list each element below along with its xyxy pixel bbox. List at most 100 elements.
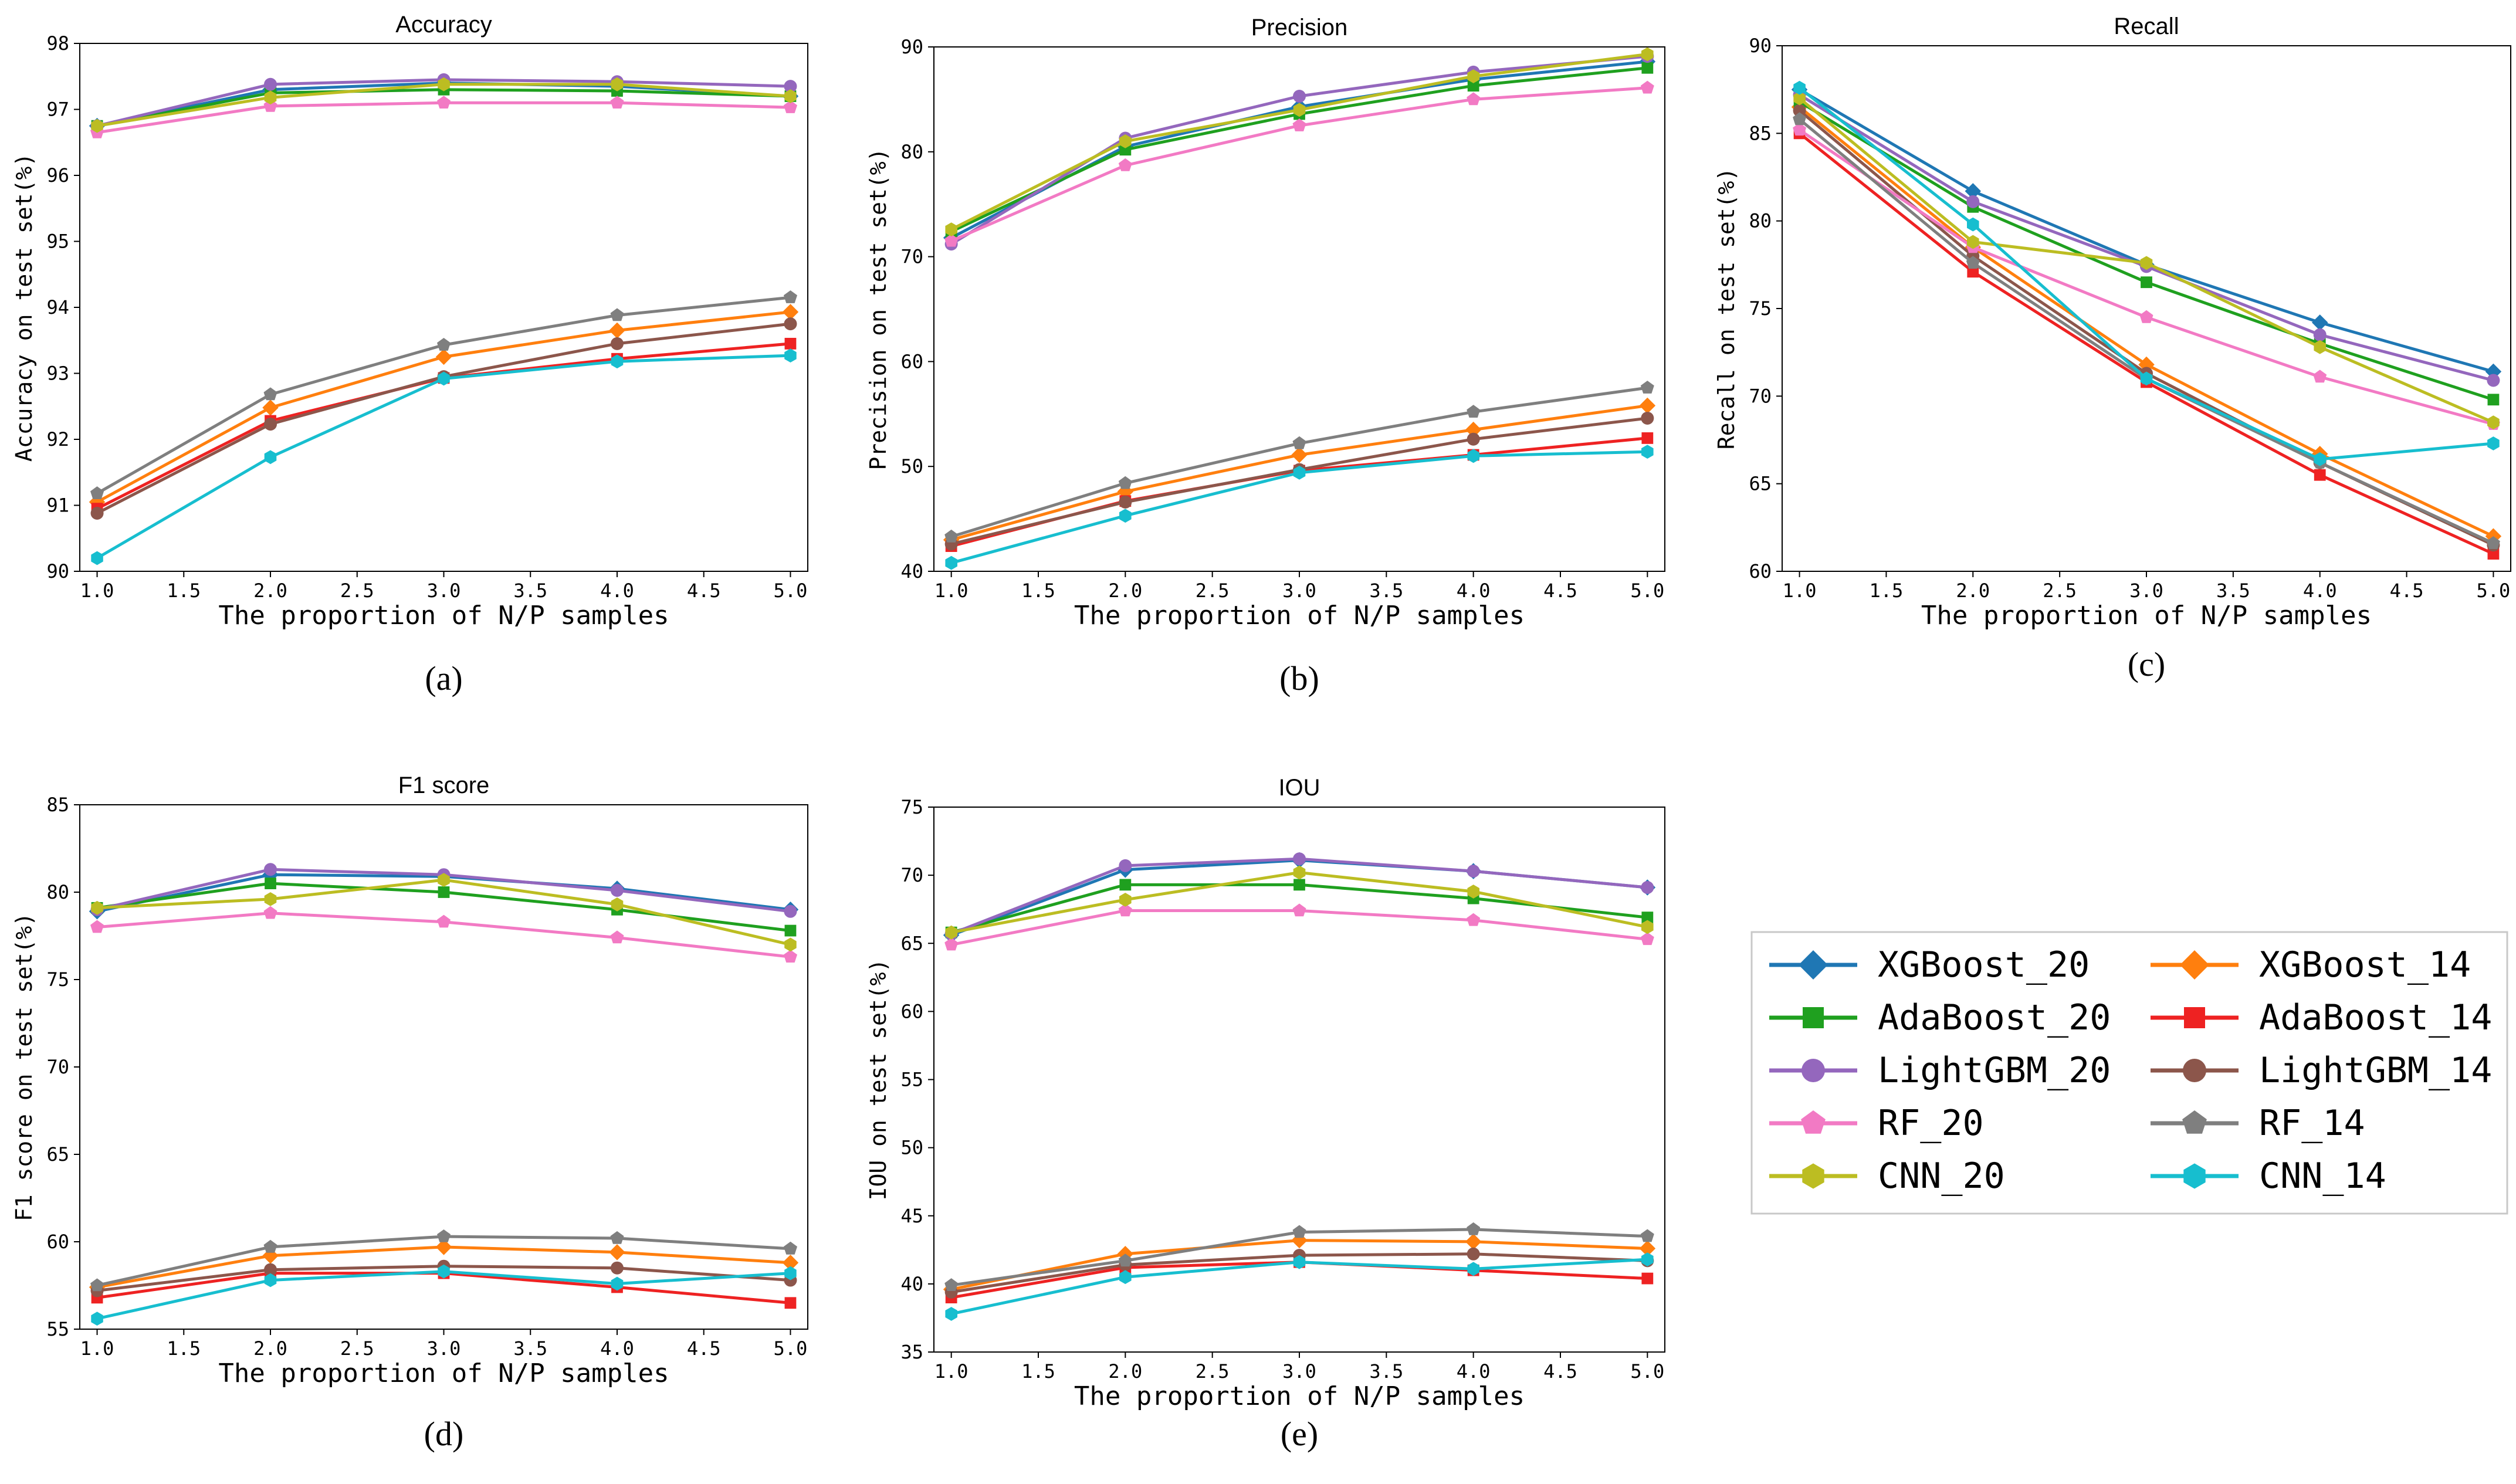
data-point [783, 1241, 797, 1255]
data-point [1467, 1247, 1480, 1261]
data-point [264, 892, 277, 906]
data-point [1291, 446, 1308, 463]
data-point [611, 897, 624, 912]
x-axis-label: The proportion of N/P samples [1074, 1381, 1525, 1411]
x-tick-label: 4.0 [1457, 580, 1491, 602]
data-point [1639, 1240, 1656, 1257]
data-point [2486, 536, 2500, 549]
data-point [782, 304, 799, 320]
x-tick-label: 2.5 [1196, 580, 1230, 602]
legend-marker [1802, 1059, 1825, 1082]
x-tick-label: 4.5 [687, 580, 721, 602]
data-point [782, 1255, 799, 1271]
data-point [784, 89, 797, 103]
data-point [1465, 1234, 1482, 1250]
y-axis-label: F1 score on test set(%) [11, 913, 37, 1221]
chart-panel-a: Accuracy 1.0 1.5 2.0 2.5 3.0 3.5 4.0 4.5 5.0 90 91 9… [11, 12, 808, 697]
data-point [1119, 495, 1132, 509]
data-point [1467, 885, 1479, 899]
x-tick-label: 4.5 [687, 1337, 721, 1360]
data-point [262, 399, 279, 416]
data-point [264, 1273, 277, 1288]
x-tick-label: 2.0 [253, 580, 287, 602]
data-point [2487, 394, 2500, 406]
data-point [1640, 932, 1654, 946]
data-point [1467, 69, 1479, 83]
x-tick-label: 1.0 [934, 1360, 969, 1383]
data-point [611, 77, 624, 92]
legend-label: AdaBoost_20 [1878, 997, 2111, 1038]
x-axis-label: The proportion of N/P samples [218, 1358, 669, 1388]
x-tick-label: 2.5 [2043, 580, 2077, 602]
data-point [438, 371, 450, 386]
legend-label: XGBoost_20 [1878, 944, 2090, 985]
data-point [611, 1276, 624, 1291]
y-tick-label: 60 [900, 1000, 923, 1022]
data-point [945, 1307, 957, 1321]
data-point [784, 924, 797, 937]
y-tick-label: 35 [900, 1341, 923, 1363]
data-point [1793, 91, 1806, 106]
legend-entry-AdaBoost_14: AdaBoost_14 [2151, 997, 2492, 1038]
legend-frame [1750, 931, 2508, 1215]
data-point [1293, 90, 1306, 103]
y-tick-label: 70 [1749, 385, 1772, 407]
data-point [2139, 310, 2153, 323]
data-point [1641, 1272, 1654, 1285]
series-RF_14 [90, 1229, 797, 1292]
x-tick-label: 1.5 [167, 580, 201, 602]
x-tick-label: 4.0 [2303, 580, 2337, 602]
legend-marker [1799, 950, 1828, 980]
data-point [1966, 195, 1980, 208]
data-point [1119, 134, 1132, 148]
data-point [2140, 371, 2153, 386]
y-tick-label: 94 [46, 296, 69, 319]
data-point [1641, 445, 1654, 459]
data-point [611, 354, 624, 369]
series-CNN_14 [945, 1252, 1654, 1321]
x-tick-label: 4.5 [1543, 1360, 1577, 1383]
y-tick-label: 40 [900, 560, 923, 582]
y-tick-label: 75 [46, 968, 69, 991]
data-point [1119, 893, 1132, 907]
legend-marker [2183, 1163, 2206, 1189]
data-point [91, 118, 103, 133]
data-point [1293, 1255, 1306, 1269]
x-tick-label: 4.0 [600, 580, 634, 602]
data-point [265, 877, 276, 889]
data-point [783, 290, 797, 303]
data-point [2140, 256, 2153, 270]
data-point [435, 348, 452, 365]
y-tick-label: 85 [1749, 122, 1772, 144]
x-tick-label: 3.5 [1369, 580, 1403, 602]
data-point [1119, 859, 1132, 872]
series-RF_14 [90, 290, 797, 499]
y-tick-label: 91 [46, 494, 69, 517]
data-point [1467, 449, 1479, 463]
y-tick-label: 98 [46, 32, 69, 55]
data-point [2487, 436, 2500, 450]
data-point [1293, 852, 1306, 866]
data-point [610, 308, 624, 321]
data-point [1467, 1262, 1479, 1276]
legend-label: CNN_20 [1878, 1156, 2005, 1197]
data-point [1118, 158, 1132, 171]
legend-label: CNN_14 [2259, 1156, 2386, 1197]
y-axis-label: Precision on test set(%) [865, 148, 891, 470]
x-axis-label: The proportion of N/P samples [1074, 601, 1525, 631]
data-point [263, 1239, 277, 1253]
y-tick-label: 65 [1749, 473, 1772, 495]
data-point [2141, 276, 2152, 289]
data-point [945, 222, 957, 236]
data-point [1793, 104, 1806, 117]
x-tick-label: 3.0 [427, 1337, 461, 1360]
y-tick-label: 65 [900, 932, 923, 954]
series-LightGBM_20 [944, 50, 1654, 251]
x-tick-label: 2.5 [340, 580, 374, 602]
data-point [609, 322, 625, 339]
legend-entry-LightGBM_14: LightGBM_14 [2151, 1050, 2492, 1091]
data-point [2487, 374, 2500, 387]
legend-entry-CNN_20: CNN_20 [1769, 1156, 2005, 1197]
data-point [437, 1229, 451, 1242]
data-point [1641, 920, 1654, 934]
